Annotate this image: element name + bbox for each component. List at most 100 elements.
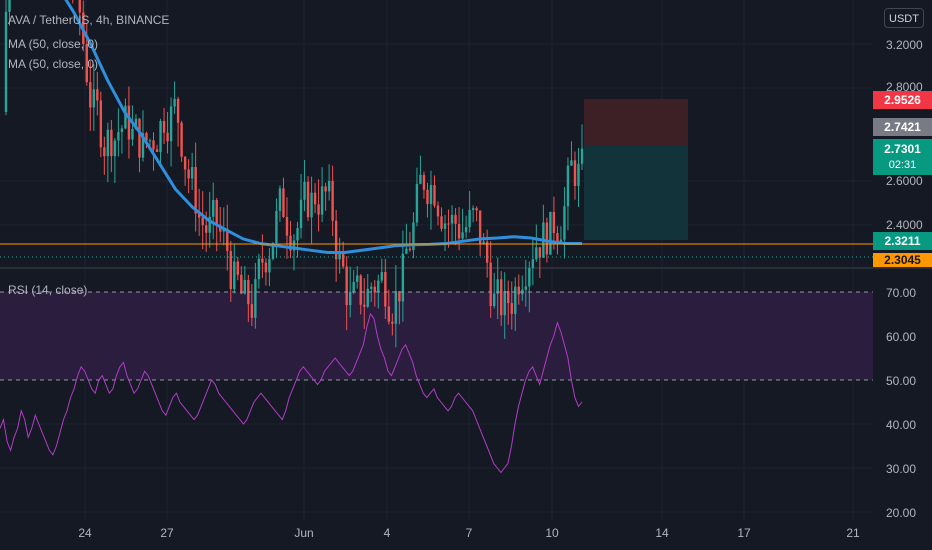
time-tick: 24 <box>78 526 92 540</box>
currency-button[interactable]: USDT <box>884 8 924 28</box>
candle-body <box>341 252 345 267</box>
candle-body <box>317 204 320 215</box>
candle-body <box>556 233 559 242</box>
stop-zone <box>584 99 688 146</box>
candle-body <box>131 128 134 140</box>
candle-body <box>352 281 355 292</box>
candle-body <box>110 129 113 157</box>
candle-body <box>92 89 96 108</box>
price-tick: 2.6000 <box>886 174 923 188</box>
candle-body <box>507 291 510 304</box>
candle-body <box>577 163 580 186</box>
candle-body <box>538 247 542 258</box>
ma-legend-1[interactable]: MA (50, close, 0) <box>8 37 99 51</box>
candle-body <box>370 286 373 289</box>
candle-body <box>120 128 124 133</box>
time-tick: 21 <box>846 526 860 540</box>
candle-body <box>503 291 506 316</box>
candle-body <box>292 240 296 251</box>
symbol-title[interactable]: AVA / TetherUS, 4h, BINANCE <box>8 13 170 27</box>
candle-body <box>510 303 513 314</box>
candle-body <box>8 0 11 12</box>
candle-body <box>4 11 8 112</box>
candle-body <box>348 291 352 306</box>
candle-body <box>391 321 394 324</box>
candles <box>4 0 584 348</box>
candle-body <box>412 222 415 251</box>
candle-body <box>226 228 229 251</box>
candle-body <box>264 262 268 273</box>
candle-body <box>194 167 197 214</box>
candle-body <box>570 160 573 166</box>
candle-body <box>345 266 348 306</box>
candle-body <box>145 133 148 141</box>
candle-body <box>415 183 419 223</box>
candle-body <box>419 174 422 184</box>
candle-body <box>514 286 517 314</box>
candle-body <box>250 304 254 318</box>
candle-body <box>197 213 201 218</box>
candle-body <box>478 210 482 244</box>
candle-body <box>500 279 503 316</box>
candle-body <box>468 209 471 228</box>
candle-body <box>380 272 384 281</box>
candle-body <box>429 185 433 205</box>
candle-body <box>524 286 528 290</box>
candle-body <box>356 275 359 282</box>
candle-body <box>85 44 88 83</box>
candle-body <box>422 174 426 190</box>
candle-body <box>187 169 190 179</box>
rsi-tick: 20.00 <box>886 506 917 520</box>
rsi-tick: 70.00 <box>886 286 917 300</box>
candle-body <box>103 147 106 157</box>
ma-price-tag: 2.7421 <box>873 118 932 136</box>
candle-body <box>563 206 566 240</box>
candle-body <box>426 189 429 205</box>
candle-body <box>155 149 159 153</box>
candle-body <box>180 122 183 157</box>
candle-body <box>166 132 169 142</box>
candle-body <box>117 132 120 141</box>
candle-body <box>306 181 310 218</box>
price-tick: 2.8000 <box>886 80 923 94</box>
candle-body <box>275 210 278 244</box>
candle-body <box>243 279 247 294</box>
candle-body <box>320 186 324 215</box>
candle-body <box>113 140 117 157</box>
candle-body <box>159 121 162 153</box>
low-price-tag: 2.3045 <box>873 253 932 267</box>
candle-body <box>261 258 264 263</box>
candle-body <box>401 253 405 302</box>
candle-body <box>257 258 261 280</box>
candle-body <box>212 199 215 217</box>
candle-body <box>148 140 152 142</box>
candle-body <box>552 211 556 234</box>
rsi-legend[interactable]: RSI (14, close) <box>8 283 88 297</box>
candle-body <box>377 280 380 293</box>
candle-body <box>398 291 401 302</box>
candle-body <box>464 227 468 233</box>
candle-body <box>338 252 341 260</box>
candle-body <box>240 274 243 294</box>
candle-body <box>106 129 110 157</box>
candle-body <box>566 165 570 207</box>
candle-body <box>215 199 218 225</box>
rsi-tick: 50.00 <box>886 374 917 388</box>
time-tick: 10 <box>545 526 559 540</box>
price-tick: 2.4000 <box>886 218 923 232</box>
candle-body <box>271 243 275 259</box>
time-tick: 14 <box>655 526 669 540</box>
ma-legend-2[interactable]: MA (50, close, 0) <box>8 57 99 71</box>
candle-body <box>573 160 577 186</box>
candle-body <box>517 286 520 295</box>
candle-body <box>138 118 141 158</box>
candle-body <box>141 133 145 158</box>
target-price-tag: 2.3211 <box>873 232 932 250</box>
candle-body <box>282 188 285 218</box>
rsi-overbought-band <box>0 292 873 380</box>
candle-body <box>208 216 211 233</box>
candle-body <box>233 261 236 290</box>
rsi-tick: 60.00 <box>886 330 917 344</box>
time-tick: 17 <box>737 526 751 540</box>
